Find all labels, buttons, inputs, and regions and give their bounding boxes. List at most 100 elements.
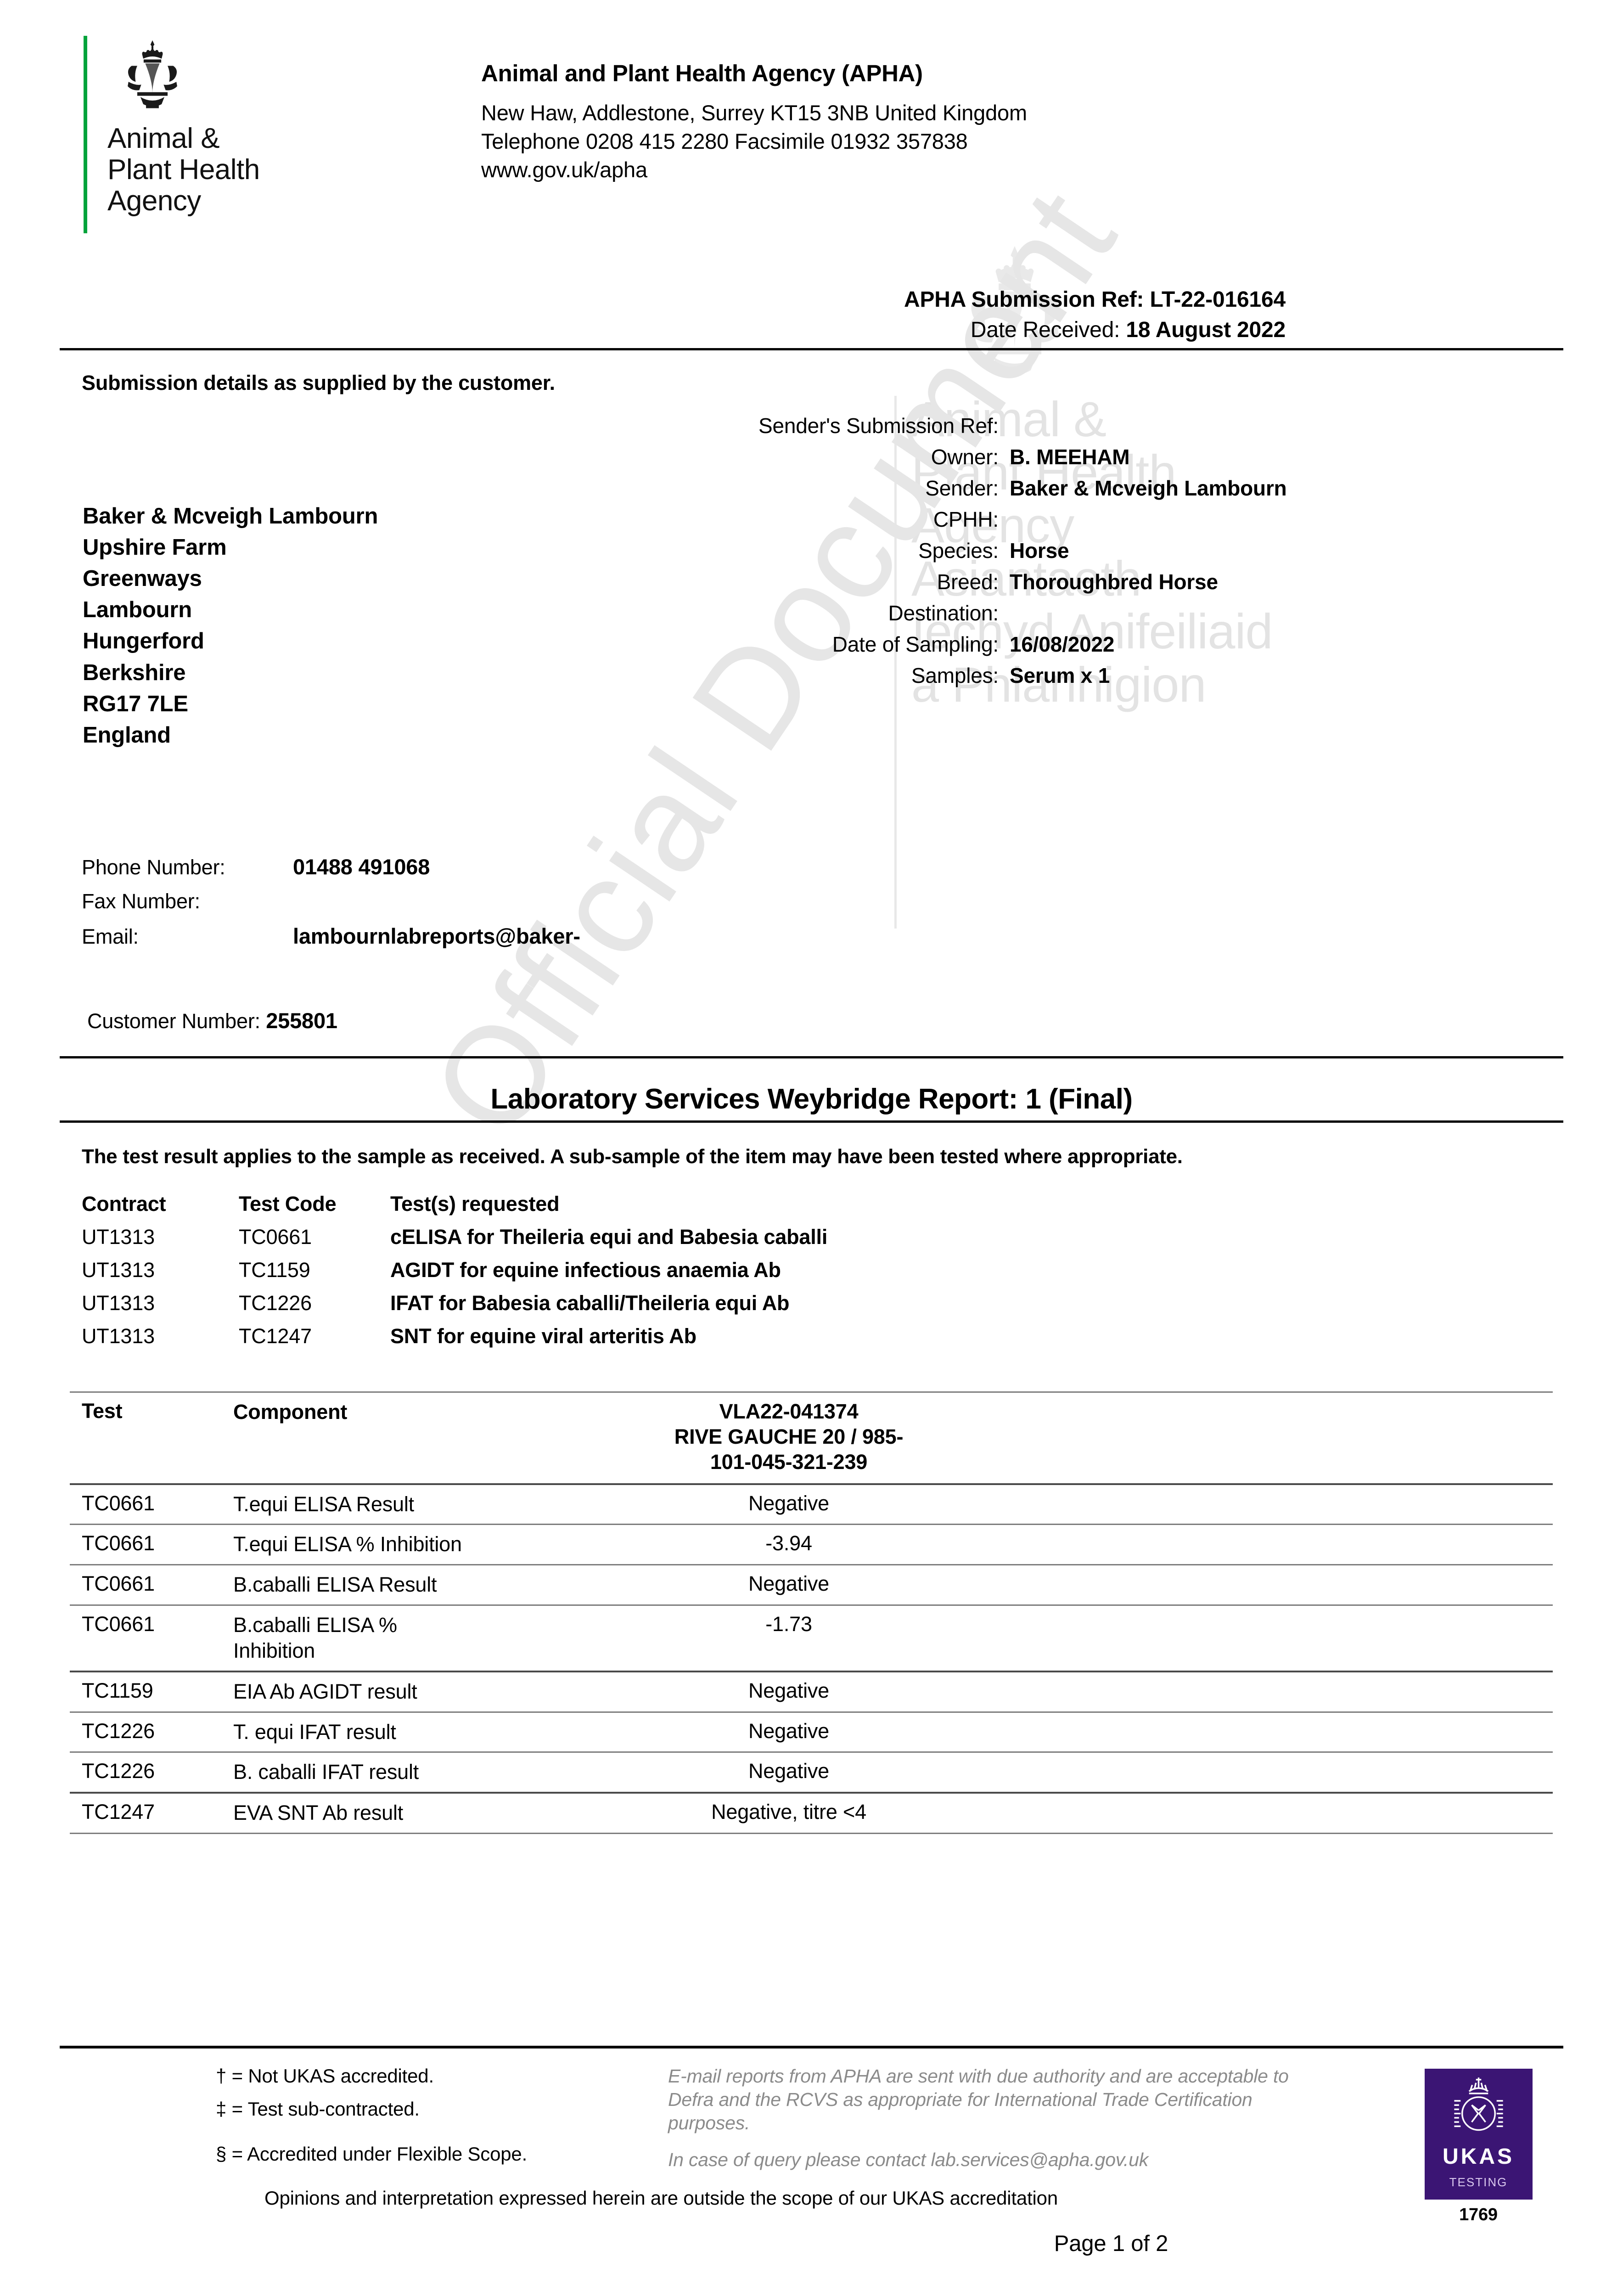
agency-website: www.gov.uk/apha (481, 158, 647, 182)
cell-result-value: Negative (748, 1759, 829, 1783)
customer-number-row: Customer Number: 255801 (87, 1008, 337, 1033)
detail-label: Destination: (888, 601, 999, 625)
detail-label: Date of Sampling: (832, 632, 999, 656)
ukas-wordmark: UKAS (1442, 2144, 1514, 2169)
date-received-label: Date Received: (970, 318, 1120, 343)
cell-contract: UT1313 (82, 1225, 155, 1249)
agency-address: New Haw, Addlestone, Surrey KT15 3NB Uni… (481, 101, 1027, 125)
detail-row-owner: Owner: B. MEEHAM (735, 445, 1623, 469)
submission-ref-value: LT-22-016164 (1150, 287, 1286, 312)
row-separator (70, 1792, 1553, 1794)
email-authority-note: E-mail reports from APHA are sent with d… (668, 2065, 1289, 2133)
cell-component: EIA Ab AGIDT result (233, 1680, 417, 1704)
column-header-sample-id: VLA22-041374 RIVE GAUCHE 20 / 985- 101-0… (674, 1400, 904, 1474)
table-row: TC0661 T.equi ELISA % Inhibition -3.94 (70, 1525, 1553, 1564)
requested-tests-table: Contract Test Code Test(s) requested UT1… (82, 1192, 1551, 1357)
cell-component: T. equi IFAT result (233, 1720, 396, 1744)
customer-number-label: Customer Number: (87, 1009, 260, 1033)
cell-component: EVA SNT Ab result (233, 1801, 404, 1825)
detail-label: Sender: (925, 476, 999, 500)
apha-logo-text: Animal & Plant Health Agency (107, 123, 260, 217)
table-row: TC0661 B.caballi ELISA % Inhibition -1.7… (70, 1606, 1553, 1671)
detail-row-sender: Sender: Baker & Mcveigh Lambourn (735, 476, 1623, 501)
requested-tests-header: Contract Test Code Test(s) requested (82, 1192, 1551, 1216)
note-flexible-scope: § = Accredited under Flexible Scope. (216, 2143, 528, 2165)
cell-component: T.equi ELISA % Inhibition (233, 1532, 462, 1556)
detail-row-breed: Breed: Thoroughbred Horse (735, 569, 1623, 594)
accreditation-notes: † = Not UKAS accredited. ‡ = Test sub-co… (216, 2066, 629, 2164)
row-separator (70, 1671, 1553, 1673)
column-header-component: Component (233, 1400, 348, 1424)
footer-divider-rule (60, 2046, 1563, 2048)
note-sub-contracted: ‡ = Test sub-contracted. (216, 2098, 420, 2120)
phone-label: Phone Number: (82, 855, 225, 879)
fax-label: Fax Number: (82, 889, 200, 913)
cell-contract: UT1313 (82, 1324, 155, 1348)
detail-label: Owner: (931, 445, 999, 469)
cell-result-value: Negative (748, 1679, 829, 1703)
cell-test-code: TC0661 (82, 1491, 155, 1515)
submission-ref-label: APHA Submission Ref: (904, 287, 1144, 312)
detail-row-senders-ref: Sender's Submission Ref: (735, 413, 1623, 438)
submission-details-title: Submission details as supplied by the cu… (82, 371, 555, 394)
cell-test-code: TC0661 (82, 1612, 155, 1636)
detail-row-destination: Destination: (735, 601, 1623, 625)
detail-row-cphh: CPHH: (735, 507, 1623, 532)
table-row: TC0661 B.caballi ELISA Result Negative (70, 1565, 1553, 1604)
cell-test-code: TC1247 (239, 1324, 312, 1348)
detail-label: Breed: (937, 570, 999, 594)
email-row: Email: lambournlabreports@baker- (82, 923, 770, 949)
cell-result-value: Negative, titre <4 (711, 1800, 866, 1824)
cell-result-value: Negative (748, 1491, 829, 1515)
table-row: TC1159 EIA Ab AGIDT result Negative (70, 1672, 1553, 1711)
cell-test-name: IFAT for Babesia caballi/Theileria equi … (390, 1291, 790, 1315)
customer-contact-block: Phone Number: 01488 491068 Fax Number: E… (82, 854, 770, 959)
row-separator (70, 1711, 1553, 1713)
ukas-accreditation-number: 1769 (1459, 2205, 1498, 2224)
column-header-contract: Contract (82, 1192, 166, 1216)
submission-ref-row: APHA Submission Ref: LT-22-016164 (0, 285, 1286, 315)
row-separator (70, 1391, 1553, 1393)
table-row: TC1226 T. equi IFAT result Negative (70, 1713, 1553, 1752)
detail-label: CPHH: (933, 507, 999, 531)
table-row: TC1226 B. caballi IFAT result Negative (70, 1753, 1553, 1792)
agency-name: Animal and Plant Health Agency (APHA) (481, 60, 923, 86)
phone-value: 01488 491068 (293, 855, 430, 879)
cell-component: T.equi ELISA Result (233, 1492, 414, 1516)
agency-phone: Telephone 0208 415 2280 Facsimile 01932 … (481, 129, 968, 154)
cell-test-name: AGIDT for equine infectious anaemia Ab (390, 1258, 781, 1282)
row-separator (70, 1483, 1553, 1485)
detail-label: Species: (918, 539, 999, 563)
fax-row: Fax Number: (82, 889, 770, 913)
opinions-note: Opinions and interpretation expressed he… (264, 2187, 1058, 2209)
submission-ref-block: APHA Submission Ref: LT-22-016164 Date R… (0, 285, 1286, 345)
cell-test-code: TC1226 (82, 1719, 155, 1743)
cell-test-code: TC0661 (82, 1531, 155, 1555)
official-document-watermark: Official Document (401, 163, 1145, 1162)
cell-component: B. caballi IFAT result (233, 1760, 419, 1784)
detail-value: B. MEEHAM (1010, 445, 1130, 469)
customer-address: Baker & Mcveigh Lambourn Upshire Farm Gr… (83, 504, 378, 748)
detail-value: Baker & Mcveigh Lambourn (1010, 476, 1287, 500)
logo-green-bar (84, 36, 87, 233)
email-label: Email: (82, 925, 139, 948)
cell-result-value: Negative (748, 1572, 829, 1596)
submission-details-grid: Sender's Submission Ref: Owner: B. MEEHA… (735, 413, 1623, 694)
cell-test-name: cELISA for Theileria equi and Babesia ca… (390, 1225, 828, 1249)
cell-component: B.caballi ELISA Result (233, 1573, 437, 1597)
detail-value: Horse (1010, 539, 1069, 563)
row-separator (70, 1564, 1553, 1566)
applies-note: The test result applies to the sample as… (82, 1145, 1183, 1168)
table-row: TC1247 EVA SNT Ab result Negative, titre… (70, 1794, 1553, 1833)
cell-result-value: Negative (748, 1719, 829, 1743)
detail-value: 16/08/2022 (1010, 632, 1115, 656)
page-number: Page 1 of 2 (1054, 2231, 1168, 2256)
ukas-accreditation-mark: UKAS TESTING 1769 (1421, 2069, 1536, 2225)
table-row: UT1313 TC1226 IFAT for Babesia caballi/T… (82, 1291, 1551, 1315)
header-divider-rule (60, 348, 1563, 350)
cell-test-code: TC1226 (82, 1759, 155, 1783)
cell-test-code: TC1159 (82, 1679, 153, 1703)
agency-contact-block: Animal and Plant Health Agency (APHA) Ne… (481, 60, 1027, 184)
report-title: Laboratory Services Weybridge Report: 1 … (490, 1083, 1133, 1115)
query-contact-note: In case of query please contact lab.serv… (668, 2149, 1149, 2171)
